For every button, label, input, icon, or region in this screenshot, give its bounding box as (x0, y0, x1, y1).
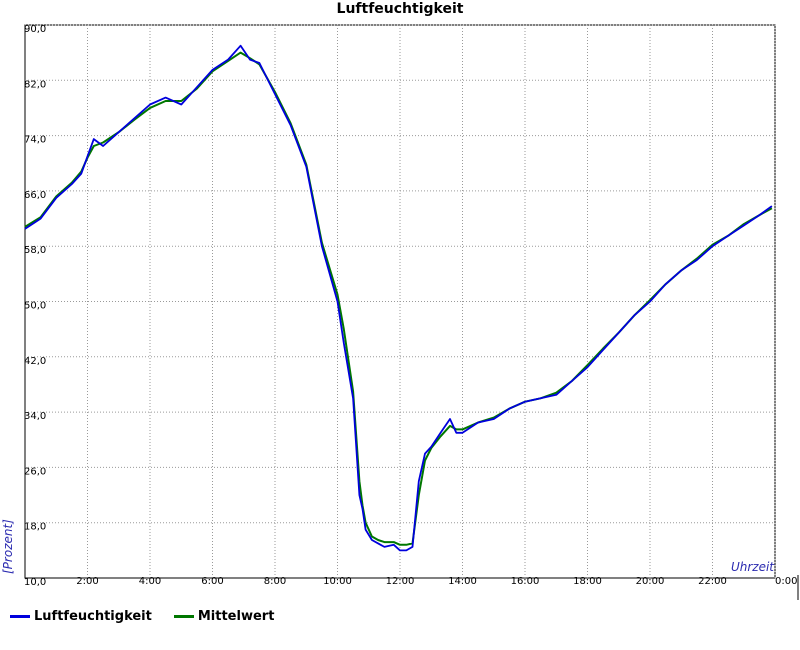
x-tick-label: 6:00 (201, 576, 223, 587)
y-tick-label: 26,0 (24, 466, 46, 477)
x-tick-label: 14:00 (448, 576, 477, 587)
x-tick-label: 0:00 (775, 576, 797, 587)
x-tick-label: 20:00 (636, 576, 665, 587)
x-axis-ticks: 2:00 4:00 6:00 8:00 10:00 12:00 14:00 16:00 18:0… (76, 576, 797, 587)
legend: Luftfeuchtigkeit Mittelwert (10, 609, 274, 624)
y-tick-label: 34,0 (24, 411, 46, 422)
legend-label-average: Mittelwert (197, 609, 275, 624)
x-tick-label: 18:00 (573, 576, 602, 587)
x-tick-label: 4:00 (139, 576, 161, 587)
legend-item-humidity: Luftfeuchtigkeit (10, 609, 152, 624)
legend-swatch-average (173, 615, 194, 618)
x-tick-label: 16:00 (511, 576, 540, 587)
y-tick-label: 10,0 (24, 577, 46, 588)
x-axis-label: Uhrzeit (731, 560, 775, 574)
legend-swatch-humidity (10, 615, 30, 618)
y-tick-label: 58,0 (24, 245, 46, 256)
chart-title: Luftfeuchtigkeit (337, 1, 464, 17)
series-line-humidity (24, 44, 773, 552)
x-tick-label: 22:00 (698, 576, 727, 587)
y-axis-label: [Prozent] (1, 519, 15, 574)
y-tick-label: 90,0 (24, 24, 46, 35)
y-tick-label: 42,0 (24, 356, 46, 367)
x-tick-label: 12:00 (386, 576, 415, 587)
y-tick-label: 66,0 (24, 190, 46, 201)
x-tick-label: 10:00 (323, 576, 352, 587)
legend-item-average: Mittelwert (173, 609, 275, 624)
y-axis-ticks: 10,0 18,0 26,0 34,0 42,0 50,0 58,0 66,0 74,0 82,0… (24, 24, 46, 588)
x-tick-label: 8:00 (264, 576, 286, 587)
y-tick-label: 18,0 (24, 522, 46, 533)
x-tick-label: 2:00 (76, 576, 98, 587)
y-tick-label: 82,0 (24, 79, 46, 90)
y-tick-label: 50,0 (24, 301, 46, 312)
legend-label-humidity: Luftfeuchtigkeit (34, 609, 152, 624)
series-layer (24, 44, 773, 552)
grid-lines (25, 24, 776, 578)
y-tick-label: 74,0 (24, 135, 46, 146)
